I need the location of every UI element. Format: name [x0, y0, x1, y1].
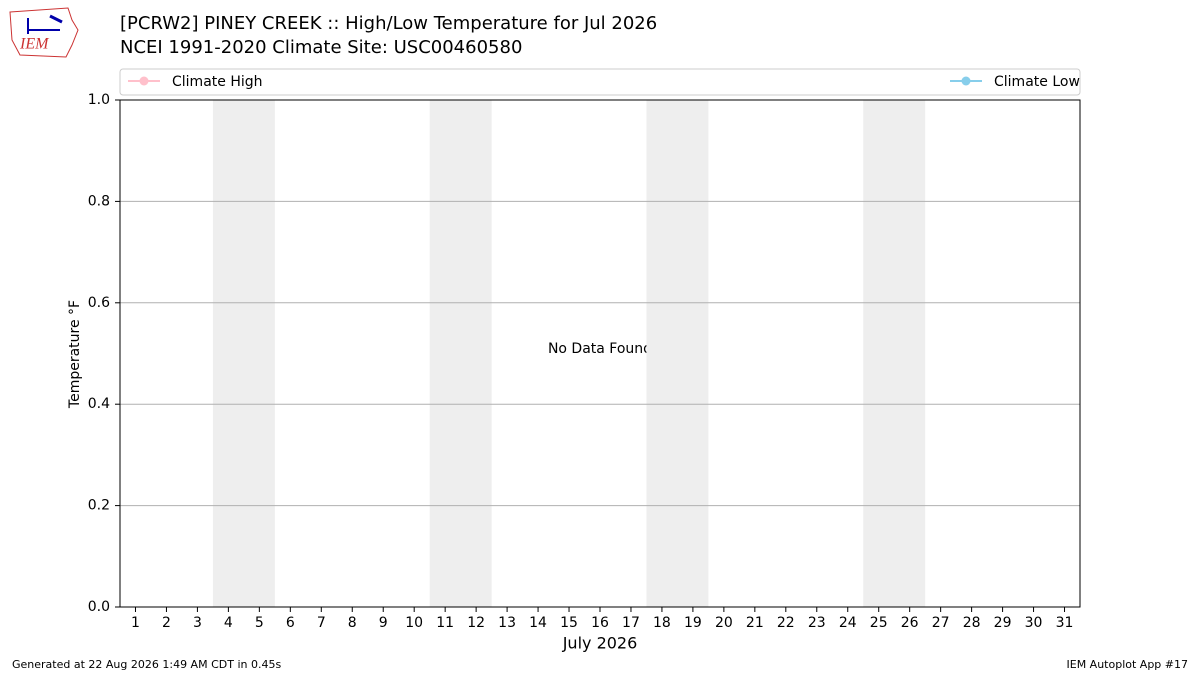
x-tick-label: 4	[224, 615, 233, 631]
y-axis-label: Temperature °F	[67, 300, 83, 409]
x-axis-label: July 2026	[562, 634, 638, 653]
x-tick-label: 7	[317, 615, 326, 631]
legend-marker	[139, 76, 149, 86]
chart-subtitle: NCEI 1991-2020 Climate Site: USC00460580	[120, 37, 522, 58]
y-tick-label: 1.0	[88, 92, 110, 108]
legend-marker	[961, 76, 971, 86]
x-tick-label: 19	[684, 615, 702, 631]
plot-frame	[119, 99, 1081, 608]
x-tick-label: 5	[255, 615, 264, 631]
x-tick-label: 1	[131, 615, 140, 631]
x-tick-label: 22	[777, 615, 795, 631]
y-tick-label: 0.4	[88, 396, 110, 412]
weekend-shade	[863, 100, 926, 607]
weekend-shade	[429, 100, 492, 607]
x-tick-label: 18	[653, 615, 671, 631]
x-tick-label: 21	[746, 615, 764, 631]
x-tick-label: 10	[405, 615, 423, 631]
x-tick-label: 17	[622, 615, 640, 631]
x-tick-label: 30	[1025, 615, 1043, 631]
x-tick-label: 12	[467, 615, 485, 631]
logo: IEM	[9, 7, 79, 58]
y-tick-label: 0.8	[88, 193, 110, 209]
legend-label: Climate High	[172, 74, 263, 90]
x-tick-label: 20	[715, 615, 733, 631]
y-tick-label: 0.2	[88, 498, 110, 514]
x-tick-label: 25	[870, 615, 888, 631]
y-tick-label: 0.6	[88, 295, 110, 311]
x-tick-label: 3	[193, 615, 202, 631]
weekend-shade	[212, 100, 275, 607]
x-tick-label: 8	[348, 615, 357, 631]
x-tick-label: 14	[529, 615, 547, 631]
footer-right: IEM Autoplot App #17	[1067, 658, 1189, 671]
x-tick-label: 28	[963, 615, 981, 631]
x-tick-label: 6	[286, 615, 295, 631]
x-tick-label: 11	[436, 615, 454, 631]
x-tick-label: 31	[1056, 615, 1074, 631]
logo-outline	[9, 7, 79, 58]
logo-icon	[49, 14, 63, 24]
y-tick-label: 0.0	[88, 599, 110, 615]
x-tick-label: 13	[498, 615, 516, 631]
x-tick-label: 29	[994, 615, 1012, 631]
x-tick-label: 9	[379, 615, 388, 631]
annotation: No Data Found	[548, 341, 652, 357]
x-tick-label: 16	[591, 615, 609, 631]
x-tick-label: 24	[839, 615, 857, 631]
chart-title: [PCRW2] PINEY CREEK :: High/Low Temperat…	[120, 13, 657, 34]
x-tick-label: 27	[932, 615, 950, 631]
legend-box	[119, 68, 1081, 96]
logo-text: IEM	[19, 36, 50, 53]
weekend-shade	[646, 100, 709, 607]
x-tick-label: 26	[901, 615, 919, 631]
x-tick-label: 15	[560, 615, 578, 631]
footer-left: Generated at 22 Aug 2026 1:49 AM CDT in …	[12, 658, 281, 671]
x-tick-label: 2	[162, 615, 171, 631]
legend-label: Climate Low	[994, 74, 1080, 90]
x-tick-label: 23	[808, 615, 826, 631]
